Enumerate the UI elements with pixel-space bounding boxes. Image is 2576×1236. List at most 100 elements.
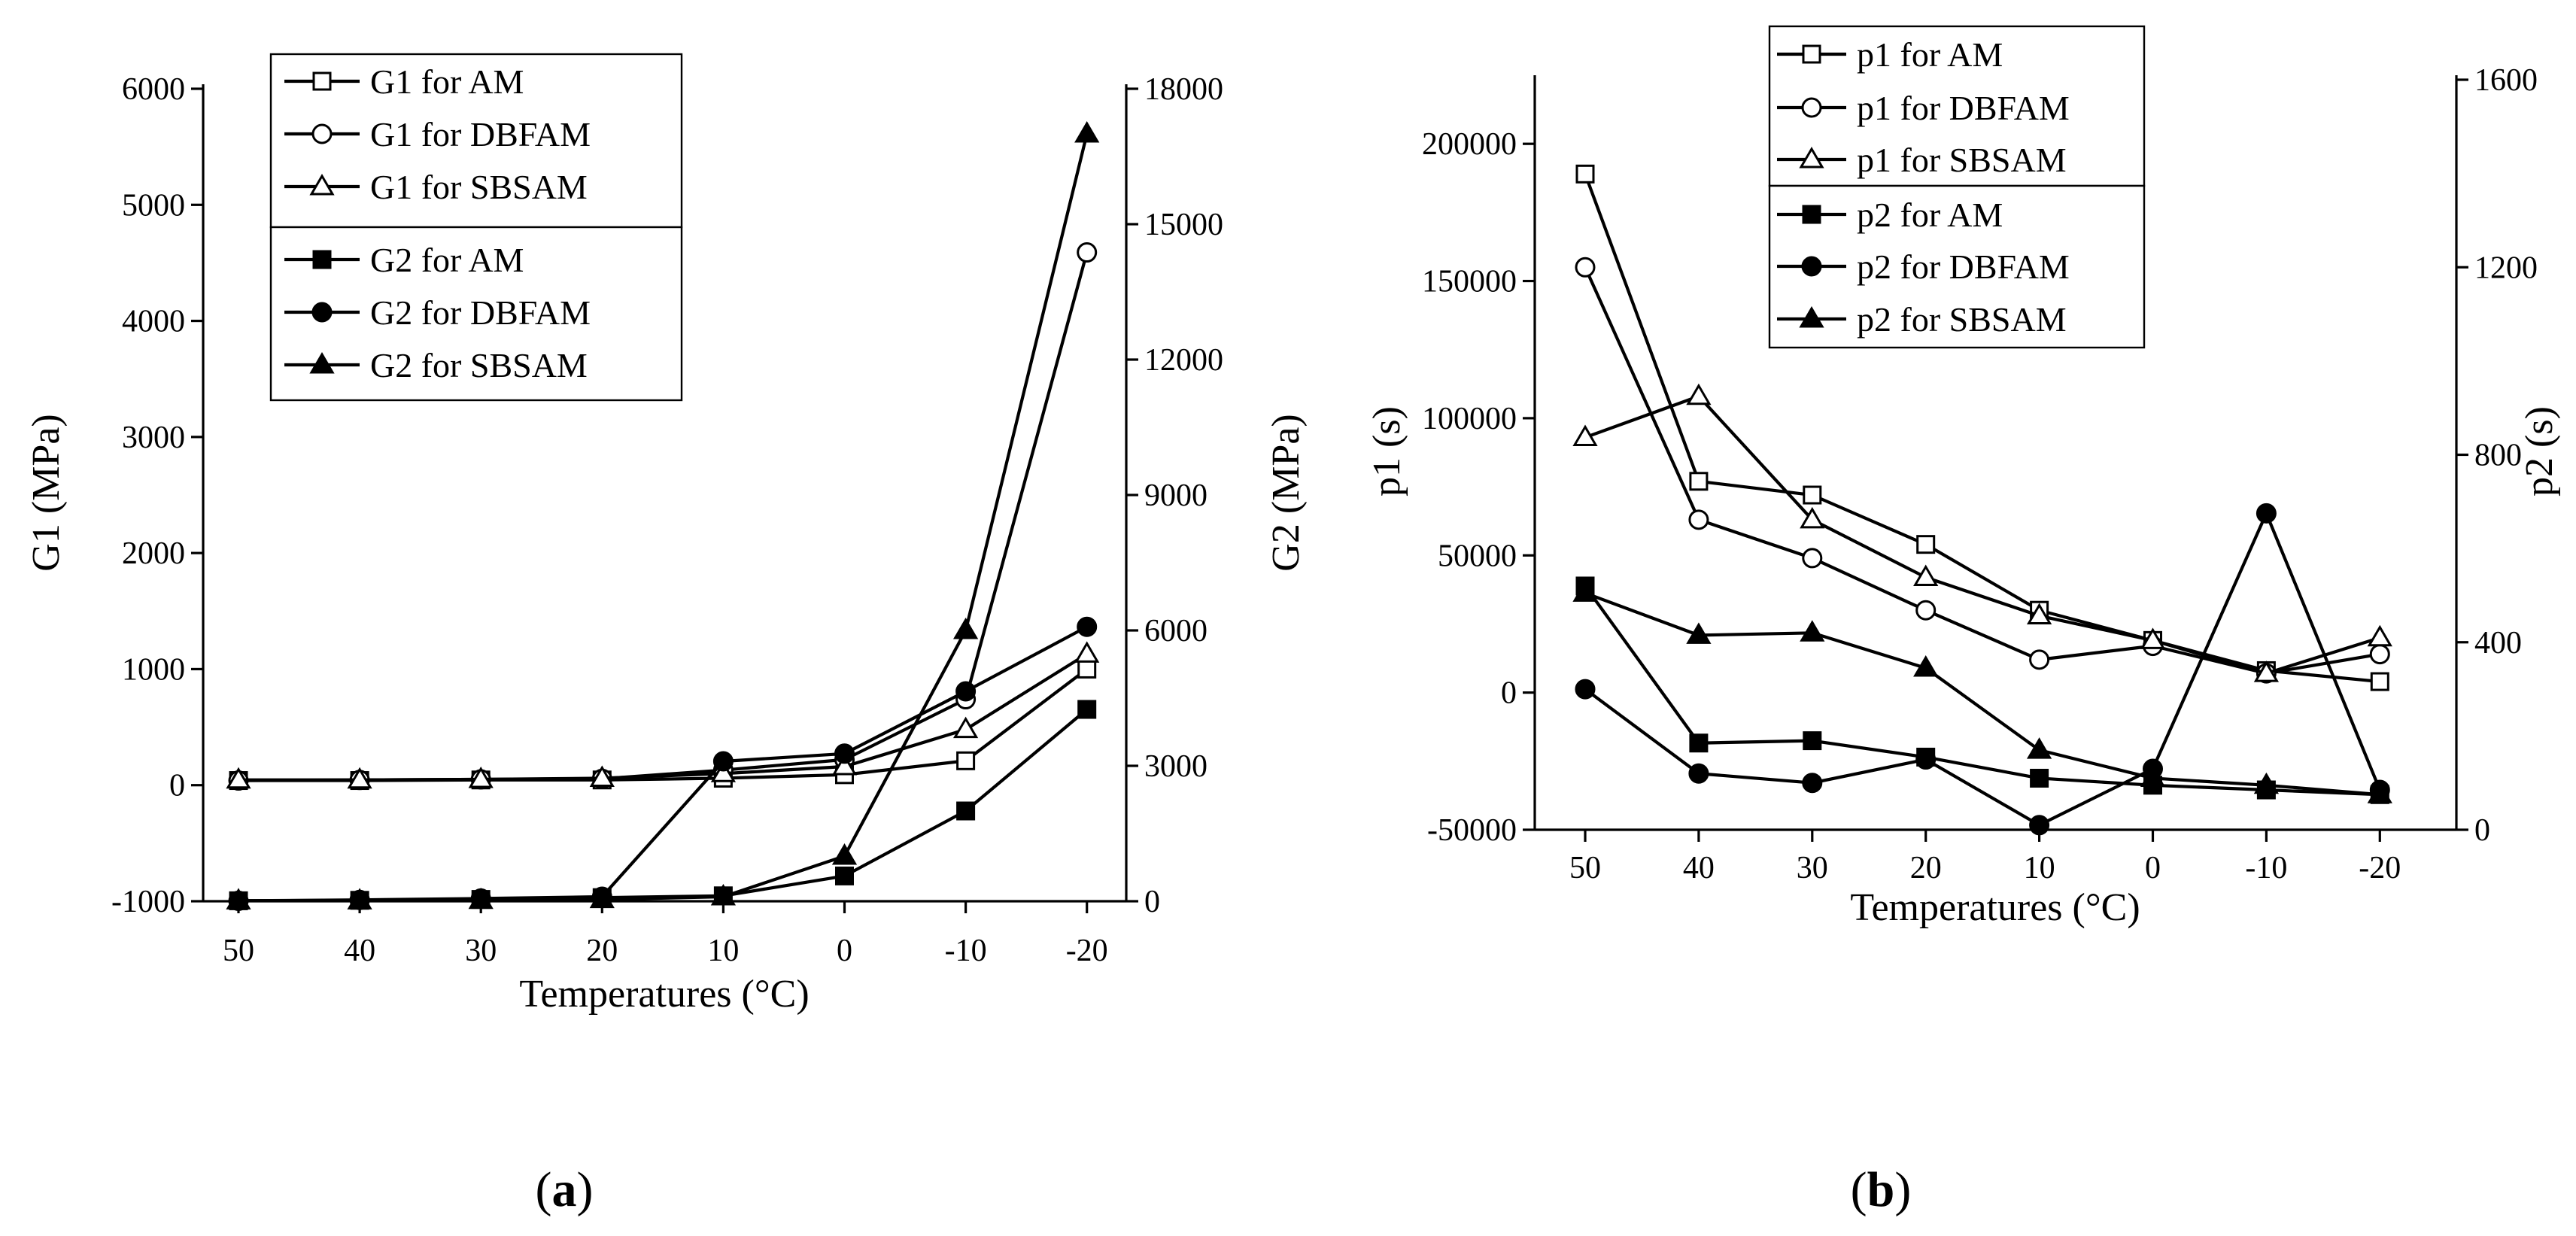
panel-a-legend: G1 for AM G1 for DBFAM G1 for SBSAM G2 for … (269, 53, 683, 402)
panel-b-right-tick-label: 0 (2474, 813, 2490, 848)
panel-b-data-point (2253, 772, 2280, 794)
panel-b-x-tick-label: 10 (2024, 851, 2055, 885)
panel-b-left-tick-label: 0 (1501, 676, 1517, 711)
legend-marker (1799, 147, 1824, 169)
panel-a-x-tick-label: -10 (945, 934, 987, 968)
panel-b-data-point (1800, 506, 1825, 529)
panel-a-data-point (1077, 616, 1098, 637)
panel-a-data-point (347, 767, 372, 789)
legend-marker (1801, 97, 1822, 118)
panel-a-right-tick-label: 6000 (1144, 614, 1208, 648)
panel-b-data-point (1572, 424, 1598, 446)
panel-b-x-tick-label: 50 (1569, 851, 1601, 885)
panel-a-data-point (1077, 659, 1097, 679)
legend-marker (1799, 306, 1824, 328)
panel-a-left-tick-label: 1000 (122, 652, 185, 687)
legend-label: G1 for AM (370, 62, 524, 101)
panel-b-right-tick-label: 800 (2474, 439, 2522, 473)
panel-a-data-point (1077, 700, 1097, 719)
panel-a-left-tick-label: 0 (169, 769, 185, 803)
panel-b-label: (b) (1851, 1162, 1912, 1217)
panel-b-data-point (1915, 600, 1937, 621)
panel-b-x-axis-label: Temperatures (°C) (1850, 886, 2140, 929)
panel-b-data-point (1689, 472, 1709, 491)
panel-a-series-line-2 (238, 652, 1088, 782)
panel-a-right-tick-label: 0 (1144, 885, 1160, 919)
panel-b-data-point (1686, 622, 1712, 644)
panel-b-x-tick-label: 20 (1910, 851, 1942, 885)
panel-b-series-line-5 (1584, 591, 2380, 797)
panel-a-data-point (1074, 121, 1100, 143)
legend-marker (1801, 256, 1822, 277)
panel-a-data-point (831, 754, 858, 776)
legend-label: p2 for SBSAM (1857, 300, 2067, 339)
legend-label: G1 for DBFAM (370, 115, 591, 153)
legend-marker (1802, 44, 1821, 64)
panel-a-left-tick-label: 6000 (122, 72, 185, 107)
panel-b-left-tick-label: 200000 (1422, 127, 1517, 162)
panel-b-data-point (2367, 782, 2392, 803)
panel-b-data-point (2256, 503, 2277, 524)
panel-a-data-point (834, 743, 855, 764)
panel-b-data-point (1572, 580, 1598, 602)
legend-label: p1 for AM (1857, 35, 2003, 74)
panel-b-data-point (2140, 627, 2166, 649)
panel-a-data-point (712, 751, 734, 772)
panel-b-x-tick-label: 0 (2145, 851, 2161, 885)
panel-b-data-point (2369, 644, 2390, 665)
panel-a-x-axis-label: Temperatures (°C) (519, 973, 809, 1016)
panel-b-right-axis-label: p2 (s) (2518, 406, 2561, 497)
panel-a-right-tick-label: 3000 (1144, 749, 1208, 784)
panel-a-data-point (468, 767, 494, 788)
panel-b-x-tick-label: 40 (1683, 851, 1715, 885)
panel-b-data-point (2370, 672, 2389, 691)
legend-marker (312, 250, 332, 269)
panel-a-legend-box-upper (269, 53, 683, 229)
panel-a-right-axis-label: G2 (MPa) (1265, 414, 1308, 571)
panel-b-data-point (2026, 603, 2052, 625)
panel-a-x-tick-label: 40 (344, 934, 375, 968)
panel-a-data-point (589, 886, 615, 909)
panel-a-right-tick-label: 18000 (1144, 72, 1223, 107)
panel-b-right-tick-label: 1200 (2474, 251, 2538, 285)
panel-a-right-tick-label: 9000 (1144, 478, 1208, 513)
panel-b-data-point (2253, 661, 2280, 682)
legend-marker (1802, 205, 1821, 224)
panel-a-data-point (955, 681, 977, 702)
panel-a-x-tick-label: 30 (465, 934, 497, 968)
legend-label: p1 for SBSAM (1857, 141, 2067, 179)
legend-marker (311, 123, 333, 144)
legend-label: p2 for AM (1857, 196, 2003, 234)
panel-a-x-tick-label: 50 (223, 934, 254, 968)
panel-a-data-point (226, 767, 251, 789)
panel-a-data-point (710, 884, 737, 906)
panel-b-data-point (2029, 815, 2050, 836)
panel-b-data-point (1916, 535, 1936, 554)
panel-a-data-point (226, 888, 251, 910)
panel-a-data-point (347, 888, 372, 910)
panel-b-data-point (1686, 383, 1712, 405)
panel-a-left-axis-label: G1 (MPa) (25, 414, 68, 571)
panel-b-left-tick-label: 150000 (1422, 265, 1517, 299)
panel-a-data-point (956, 751, 976, 770)
panel-b-data-point (2026, 737, 2052, 759)
panel-b-data-point (1688, 763, 1709, 784)
panel-b-data-point (1575, 257, 1596, 278)
panel-b-data-point (2140, 765, 2166, 787)
panel-b-series-line-4 (1584, 512, 2382, 827)
panel-b-series-line-3 (1584, 585, 2380, 797)
panel-a-right-tick-label: 12000 (1144, 343, 1223, 378)
panel-b-data-point (1913, 564, 1939, 586)
panel-b-data-point (2367, 624, 2392, 647)
panel-b-right-tick-label: 400 (2474, 626, 2522, 661)
panel-b-data-point (1803, 485, 1822, 505)
panel-a-data-point (835, 866, 854, 885)
panel-b-series-line-2 (1584, 394, 2380, 676)
panel-a-label: (a) (536, 1162, 594, 1217)
panel-b-data-point (2030, 768, 2049, 788)
panel-b-left-axis-label: p1 (s) (1365, 406, 1408, 497)
panel-b-data-point (1800, 620, 1825, 642)
panel-b-left-tick-label: 50000 (1438, 539, 1517, 573)
panel-b-data-point (1913, 655, 1939, 677)
